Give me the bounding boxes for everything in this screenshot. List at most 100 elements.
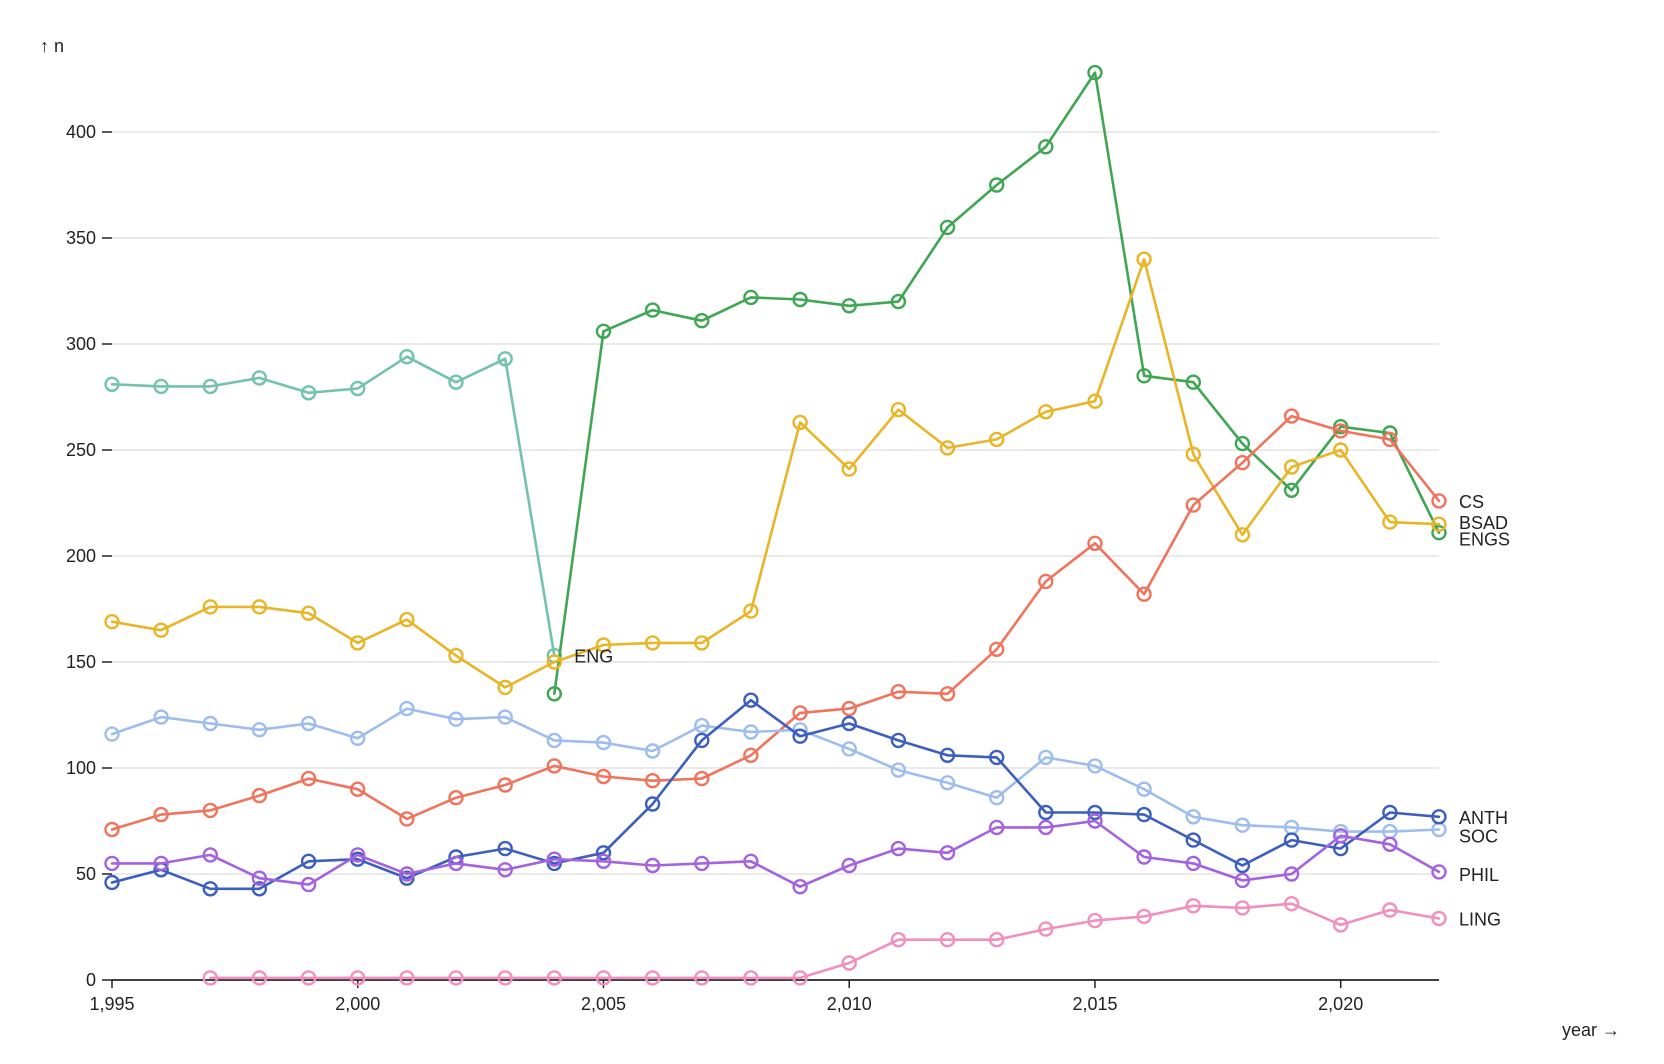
data-point-bsad-2004 [546,654,562,670]
data-point-cs-2020 [1332,423,1349,439]
data-point-phil-2013 [989,819,1005,836]
series-line-phil [110,819,1441,888]
data-point-cs-1997 [202,802,219,819]
data-point-cs-2001 [399,811,415,827]
data-point-soc-2015 [1087,758,1103,774]
data-point-eng-2000 [350,380,366,397]
data-point-engs-2013 [989,177,1005,193]
data-point-cs-2021 [1382,431,1398,448]
data-point-bsad-2002 [448,647,464,664]
data-point-eng-1995 [104,376,120,392]
data-point-anth-2009 [792,728,808,744]
data-point-bsad-2017 [1185,446,1202,462]
data-point-phil-2015 [1087,813,1103,829]
data-point-phil-2007 [694,855,710,872]
data-point-soc-2016 [1136,781,1152,797]
data-point-eng-2003 [497,351,513,367]
data-point-eng-1999 [300,385,317,401]
data-point-ling-1999 [300,970,317,986]
data-point-ling-1998 [251,970,268,986]
series-eng [104,349,562,664]
series-layer [104,64,1447,986]
data-point-anth-2011 [890,732,907,749]
data-point-ling-2005 [595,970,612,986]
data-point-soc-1998 [251,722,268,738]
data-point-cs-2014 [1038,573,1054,590]
data-point-engs-2005 [595,323,612,339]
data-point-bsad-1999 [300,605,317,621]
data-point-phil-2006 [644,857,661,874]
data-point-soc-2013 [989,790,1005,806]
series-anth [104,692,1447,897]
data-point-soc-2000 [350,730,366,746]
data-point-soc-2020 [1332,823,1349,840]
data-point-phil-2017 [1185,855,1202,872]
y-tick-label-0: 0 [86,970,96,990]
data-point-phil-2019 [1283,866,1300,882]
data-point-bsad-1996 [153,622,169,638]
data-point-bsad-1997 [202,599,219,615]
data-point-bsad-2001 [399,611,415,628]
data-point-eng-1998 [251,370,268,386]
data-point-eng-2001 [399,349,415,365]
data-point-anth-2010 [841,715,857,732]
data-point-phil-2022 [1431,864,1447,880]
data-point-ling-2008 [743,970,759,986]
data-point-anth-2015 [1087,804,1103,821]
data-point-cs-2005 [595,768,612,785]
data-point-engs-2008 [743,289,759,306]
data-point-anth-2001 [399,870,415,886]
y-tick-label-400: 400 [66,122,96,142]
y-tick-label-300: 300 [66,334,96,354]
data-point-engs-2014 [1038,139,1054,155]
data-point-eng-1997 [202,378,219,395]
data-point-anth-2017 [1185,832,1202,848]
series-label-anth: ANTH [1459,808,1508,828]
data-point-anth-2014 [1038,804,1054,821]
data-point-anth-2008 [743,692,759,708]
data-point-soc-1997 [202,715,219,732]
data-point-engs-2011 [890,293,907,310]
x-axis: 1,995 2,000 2,005 2,010 2,015 2,020 [89,979,1439,1014]
data-point-cs-1995 [104,821,120,838]
data-point-anth-2012 [939,747,956,763]
data-point-ling-2006 [644,970,661,986]
series-line-bsad [110,257,1441,689]
series-phil [104,813,1447,895]
data-point-anth-2003 [497,840,513,857]
series-label-ling: LING [1459,910,1501,930]
data-point-engs-2015 [1087,64,1103,81]
data-point-phil-2009 [792,879,808,895]
series-label-eng: ENG [574,647,613,667]
data-point-bsad-2021 [1382,514,1398,530]
data-point-cs-1999 [300,770,317,787]
data-point-ling-2011 [890,932,907,948]
data-point-soc-2003 [497,709,513,725]
data-point-ling-2001 [399,970,415,986]
data-point-cs-2011 [890,684,907,700]
data-point-anth-2016 [1136,806,1152,823]
series-ling [202,896,1447,986]
data-point-bsad-2019 [1283,459,1300,475]
data-point-engs-2022 [1431,525,1447,541]
data-point-phil-1995 [104,855,120,872]
data-point-engs-2009 [792,291,808,308]
data-point-engs-2012 [939,219,956,236]
data-point-cs-2018 [1234,455,1251,471]
series-line-cs [110,414,1441,831]
data-point-bsad-2007 [694,635,710,651]
data-point-soc-1995 [104,726,120,742]
series-line-anth [110,698,1441,891]
data-point-soc-2017 [1185,809,1202,825]
data-point-phil-2016 [1136,849,1152,865]
data-point-anth-2006 [644,796,661,812]
data-point-ling-1997 [202,970,219,986]
data-point-ling-2010 [841,955,857,971]
x-tick-label-2010: 2,010 [827,994,872,1014]
data-point-engs-2019 [1283,482,1300,498]
data-point-phil-1997 [202,847,219,863]
data-point-engs-2020 [1332,419,1349,435]
data-point-anth-2022 [1431,809,1447,825]
